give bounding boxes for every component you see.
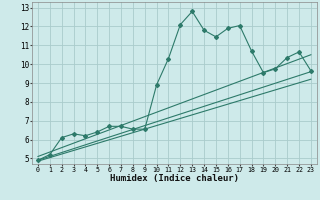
X-axis label: Humidex (Indice chaleur): Humidex (Indice chaleur) xyxy=(110,174,239,183)
